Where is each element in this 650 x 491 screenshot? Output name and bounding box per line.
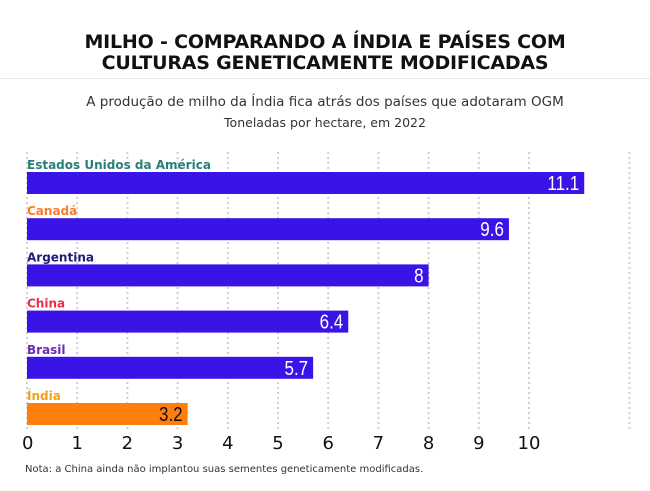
bar-chart: Estados Unidos da América 11.1 Canadá 9.6 Ar…: [22, 152, 631, 454]
x-tick-label: 5: [272, 433, 283, 454]
category-label: Argentina: [27, 250, 94, 264]
category-label: Estados Unidos da América: [27, 158, 211, 172]
bar: [27, 264, 429, 287]
bar: [27, 310, 349, 333]
x-tick-label: 7: [373, 433, 384, 454]
value-label: 5.7: [285, 356, 309, 379]
x-tick-label: 2: [122, 433, 133, 454]
x-tick-label: 9: [473, 433, 484, 454]
unit-label: Toneladas por hectare, em 2022: [224, 115, 426, 130]
category-label: China: [27, 297, 65, 311]
title-line-2: CULTURAS GENETICAMENTE MODIFICADAS: [101, 52, 549, 74]
bar: [27, 403, 188, 425]
title-divider: [0, 78, 650, 79]
x-tick-label: 1: [71, 433, 82, 454]
x-tick-label: 4: [222, 433, 233, 454]
x-tick-label: 0: [22, 433, 33, 454]
x-tick-label: 6: [322, 433, 333, 454]
value-label: 9.6: [480, 218, 504, 241]
x-tick-label: 10: [518, 433, 541, 454]
footnote: Nota: a China ainda não implantou suas s…: [25, 464, 424, 475]
bar: [27, 172, 585, 194]
value-label: 11.1: [547, 172, 579, 195]
chart-title: MILHO - COMPARANDO A ÍNDIA E PAÍSES COM …: [0, 32, 650, 74]
bar: [27, 356, 314, 379]
chart-subtitle: A produção de milho da Índia fica atrás …: [86, 94, 564, 110]
category-label: Brasil: [27, 343, 66, 357]
value-label: 6.4: [320, 310, 344, 333]
value-label: 8: [414, 264, 423, 287]
category-label: Canadá: [27, 204, 77, 218]
bar: [27, 218, 509, 241]
x-tick-label: 8: [423, 433, 434, 454]
category-label: Índia: [27, 388, 61, 403]
value-label: 3.2: [159, 403, 183, 426]
title-line-1: MILHO - COMPARANDO A ÍNDIA E PAÍSES COM: [84, 31, 566, 53]
x-tick-label: 3: [172, 433, 183, 454]
